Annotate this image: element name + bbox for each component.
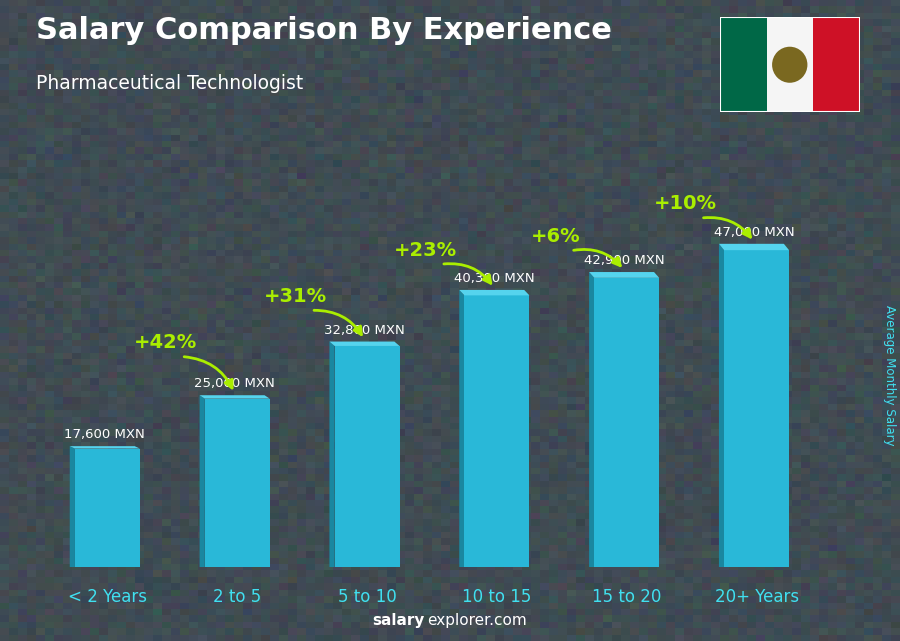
Polygon shape — [459, 567, 529, 572]
Text: +42%: +42% — [134, 333, 197, 352]
Text: Salary Comparison By Experience: Salary Comparison By Experience — [36, 16, 612, 45]
Text: 10 to 15: 10 to 15 — [463, 588, 532, 606]
Polygon shape — [200, 567, 270, 572]
Text: +31%: +31% — [264, 287, 328, 306]
Text: 25,000 MXN: 25,000 MXN — [194, 377, 275, 390]
Circle shape — [772, 47, 807, 83]
Text: +6%: +6% — [530, 227, 581, 246]
Text: 17,600 MXN: 17,600 MXN — [65, 428, 145, 441]
Text: 40,300 MXN: 40,300 MXN — [454, 272, 535, 285]
Text: 5 to 10: 5 to 10 — [338, 588, 397, 606]
Polygon shape — [329, 342, 400, 346]
Polygon shape — [200, 395, 205, 567]
Text: 2 to 5: 2 to 5 — [213, 588, 261, 606]
Text: < 2 Years: < 2 Years — [68, 588, 147, 606]
Text: salary: salary — [373, 613, 425, 628]
Polygon shape — [590, 567, 659, 572]
Polygon shape — [719, 244, 789, 250]
Polygon shape — [70, 446, 75, 567]
Text: Pharmaceutical Technologist: Pharmaceutical Technologist — [36, 74, 303, 93]
Text: Average Monthly Salary: Average Monthly Salary — [883, 304, 896, 445]
Text: +23%: +23% — [394, 240, 457, 260]
Polygon shape — [329, 567, 400, 572]
Bar — [724, 250, 789, 567]
Polygon shape — [590, 272, 659, 278]
Polygon shape — [329, 342, 335, 567]
Bar — [205, 399, 270, 567]
Bar — [720, 17, 767, 112]
Bar — [594, 278, 659, 567]
Polygon shape — [70, 446, 140, 449]
Bar — [767, 17, 813, 112]
Bar — [813, 17, 860, 112]
Bar — [75, 449, 140, 567]
Bar — [464, 296, 529, 567]
Text: 15 to 20: 15 to 20 — [592, 588, 662, 606]
Polygon shape — [200, 395, 270, 399]
Text: +10%: +10% — [653, 194, 716, 213]
Polygon shape — [719, 567, 789, 572]
Polygon shape — [459, 290, 529, 296]
Text: explorer.com: explorer.com — [428, 613, 527, 628]
Text: 47,000 MXN: 47,000 MXN — [714, 226, 795, 239]
Polygon shape — [719, 244, 724, 567]
Polygon shape — [590, 272, 594, 567]
Bar — [335, 346, 400, 567]
Polygon shape — [70, 567, 140, 572]
Text: 20+ Years: 20+ Years — [715, 588, 798, 606]
Text: 32,800 MXN: 32,800 MXN — [324, 324, 405, 337]
Polygon shape — [459, 290, 464, 567]
Text: 42,900 MXN: 42,900 MXN — [584, 254, 664, 267]
